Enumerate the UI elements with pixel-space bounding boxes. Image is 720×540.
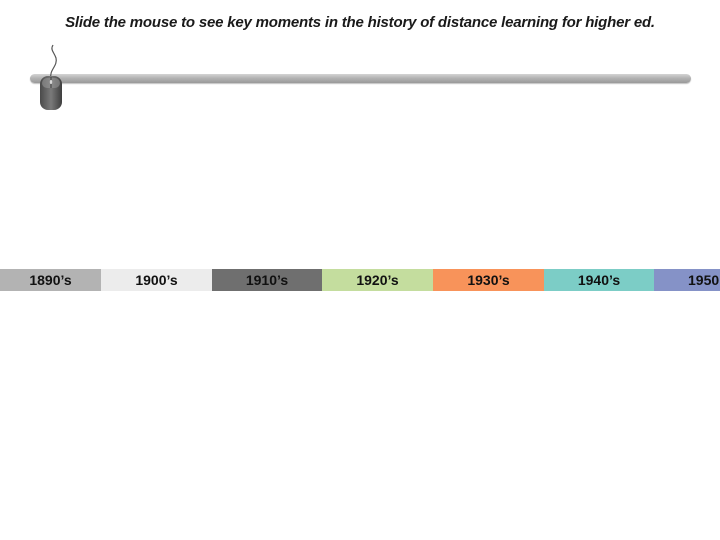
decade-segment[interactable]: 1920’s: [322, 269, 433, 291]
decade-segment[interactable]: 1900’s: [101, 269, 212, 291]
mouse-handle-graphic: [40, 44, 62, 110]
decade-segment[interactable]: 1930’s: [433, 269, 544, 291]
instruction-text: Slide the mouse to see key moments in th…: [65, 14, 655, 31]
decade-segment[interactable]: 1950: [654, 269, 720, 291]
decade-segment[interactable]: 1910’s: [212, 269, 322, 291]
timeline-slider-track[interactable]: [30, 74, 691, 83]
decade-segment[interactable]: 1890’s: [0, 269, 101, 291]
decade-segment[interactable]: 1940’s: [544, 269, 654, 291]
decade-timeline: 1890’s 1900’s 1910’s 1920’s 1930’s 1940’s 1950: [0, 269, 720, 291]
computer-mouse-icon[interactable]: [36, 42, 68, 112]
